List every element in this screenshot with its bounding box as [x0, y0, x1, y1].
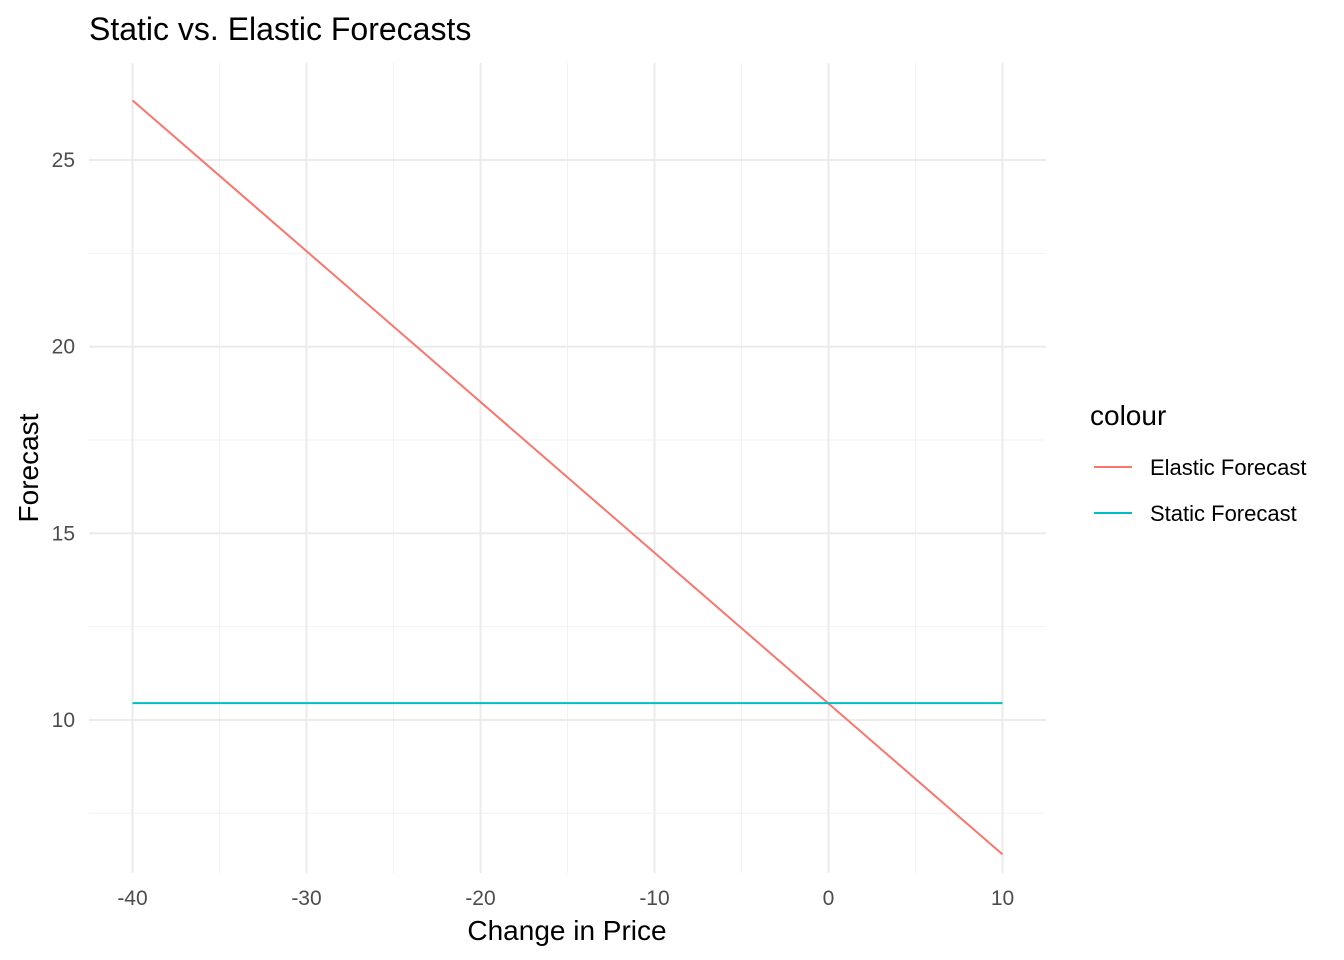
major-gridlines — [89, 63, 1046, 873]
legend-label-static-forecast: Static Forecast — [1150, 501, 1297, 526]
x-tick-label: -20 — [465, 887, 495, 910]
legend-label-elastic-forecast: Elastic Forecast — [1150, 455, 1307, 480]
x-tick-label: -10 — [639, 887, 669, 910]
x-tick-label: 10 — [991, 887, 1014, 910]
y-axis-tick-labels: 10 15 20 25 — [52, 149, 75, 732]
x-tick-label: 0 — [823, 887, 835, 910]
series-line-elastic-forecast — [131, 99, 1004, 856]
x-tick-label: -30 — [291, 887, 321, 910]
y-tick-label: 20 — [52, 336, 75, 359]
chart-title: Static vs. Elastic Forecasts — [89, 11, 471, 47]
legend: colour Elastic Forecast Static Forecast — [1090, 400, 1307, 526]
y-tick-label: 25 — [52, 149, 75, 172]
x-tick-label: -40 — [117, 887, 147, 910]
legend-items: Elastic Forecast Static Forecast — [1094, 455, 1307, 526]
y-axis-title: Forecast — [13, 413, 44, 522]
y-tick-label: 10 — [52, 709, 75, 732]
legend-title: colour — [1090, 400, 1166, 431]
series-lines — [131, 99, 1004, 856]
y-tick-label: 15 — [52, 522, 75, 545]
x-axis-title: Change in Price — [467, 915, 666, 946]
x-axis-tick-labels: -40 -30 -20 -10 0 10 — [117, 887, 1014, 910]
minor-gridlines — [89, 63, 1046, 873]
